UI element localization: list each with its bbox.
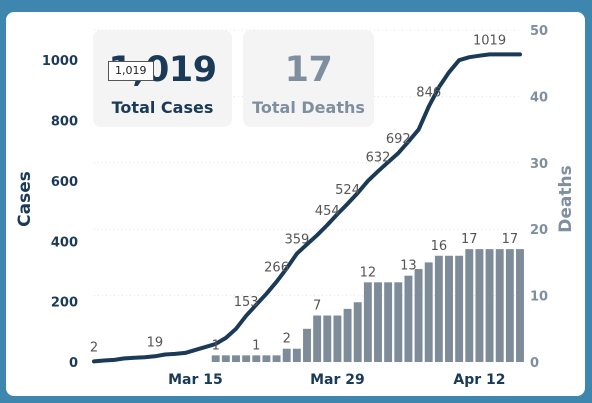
deaths-bar [516, 249, 524, 362]
cases-data-label: 2 [90, 340, 98, 355]
deaths-bar [414, 269, 423, 362]
cases-data-label: 524 [335, 183, 360, 198]
deaths-bar [323, 315, 332, 362]
y-tick-label: 200 [51, 296, 78, 311]
deaths-bar [211, 355, 220, 362]
deaths-data-label: 1 [252, 338, 260, 353]
deaths-bar [455, 255, 464, 362]
cases-line [92, 52, 522, 364]
y2-tick-label: 30 [530, 157, 548, 172]
y2-axis-title: Deaths [556, 165, 576, 232]
deaths-data-label: 17 [502, 232, 519, 247]
chart-card: 2 19 153 266 359 454 524 632 692 846 1019 1 1 2 7 12 13 1… [6, 12, 585, 396]
deaths-bar [333, 315, 342, 362]
y-axis-title: Cases [15, 171, 35, 227]
deaths-bar [242, 355, 251, 362]
deaths-bar [232, 355, 240, 362]
y-tick-label: 800 [51, 115, 78, 130]
deaths-bar [475, 249, 484, 362]
deaths-bar [262, 355, 271, 362]
deaths-bar [465, 249, 474, 362]
y2-tick-label: 10 [530, 290, 548, 305]
deaths-bar [292, 348, 301, 362]
x-tick-label: Mar 15 [168, 372, 223, 388]
y-tick-label: 0 [69, 356, 78, 371]
y2-tick-label: 0 [530, 356, 539, 371]
y2-tick-label: 20 [530, 223, 548, 238]
total-deaths-card[interactable]: 17 Total Deaths [243, 30, 374, 127]
deaths-data-label: 7 [313, 299, 321, 314]
total-cases-tooltip: 1,019 [108, 61, 154, 81]
deaths-bar [485, 249, 494, 362]
deaths-bar [353, 302, 362, 362]
x-tick-label: Apr 12 [453, 372, 505, 388]
deaths-bar [374, 282, 382, 362]
cases-data-label: 19 [147, 335, 164, 350]
deaths-bar [394, 282, 403, 362]
y-tick-label: 1000 [42, 54, 78, 69]
deaths-data-label: 16 [431, 239, 448, 254]
y2-tick-label: 50 [530, 24, 548, 39]
deaths-bar [445, 255, 453, 362]
deaths-bar [363, 282, 372, 362]
cases-data-label: 359 [284, 233, 309, 248]
deaths-data-label: 12 [360, 265, 377, 280]
total-deaths-value: 17 [284, 50, 333, 90]
deaths-data-label: 13 [400, 259, 417, 274]
cases-data-label: 266 [264, 261, 289, 276]
cases-data-label: 692 [386, 132, 411, 147]
total-deaths-label: Total Deaths [252, 98, 365, 117]
deaths-bar [505, 249, 514, 362]
deaths-bar [404, 275, 413, 362]
total-cases-card[interactable]: 1,019 Total Cases [93, 30, 232, 127]
y2-tick-label: 40 [530, 90, 548, 105]
cases-data-label: 632 [366, 150, 391, 165]
deaths-bar [303, 328, 311, 362]
deaths-bar [495, 249, 504, 362]
deaths-bar [221, 355, 230, 362]
x-tick-label: Mar 29 [310, 372, 365, 388]
deaths-bar [282, 348, 291, 362]
deaths-bar [424, 262, 433, 362]
deaths-data-label: 17 [461, 232, 478, 247]
deaths-bar [313, 315, 322, 362]
cases-data-label: 153 [234, 295, 259, 310]
deaths-bar [434, 255, 443, 362]
deaths-bar [343, 308, 352, 362]
y-tick-label: 600 [51, 175, 78, 190]
cases-data-label: 1019 [473, 33, 506, 48]
y-tick-label: 400 [51, 235, 78, 250]
deaths-bar [252, 355, 261, 362]
deaths-bar [272, 355, 281, 362]
cases-data-label: 846 [416, 86, 441, 101]
total-cases-label: Total Cases [111, 98, 214, 117]
cases-data-label: 454 [315, 204, 340, 219]
deaths-data-label: 2 [283, 332, 291, 347]
deaths-bar [384, 282, 393, 362]
deaths-data-label: 1 [212, 338, 220, 353]
